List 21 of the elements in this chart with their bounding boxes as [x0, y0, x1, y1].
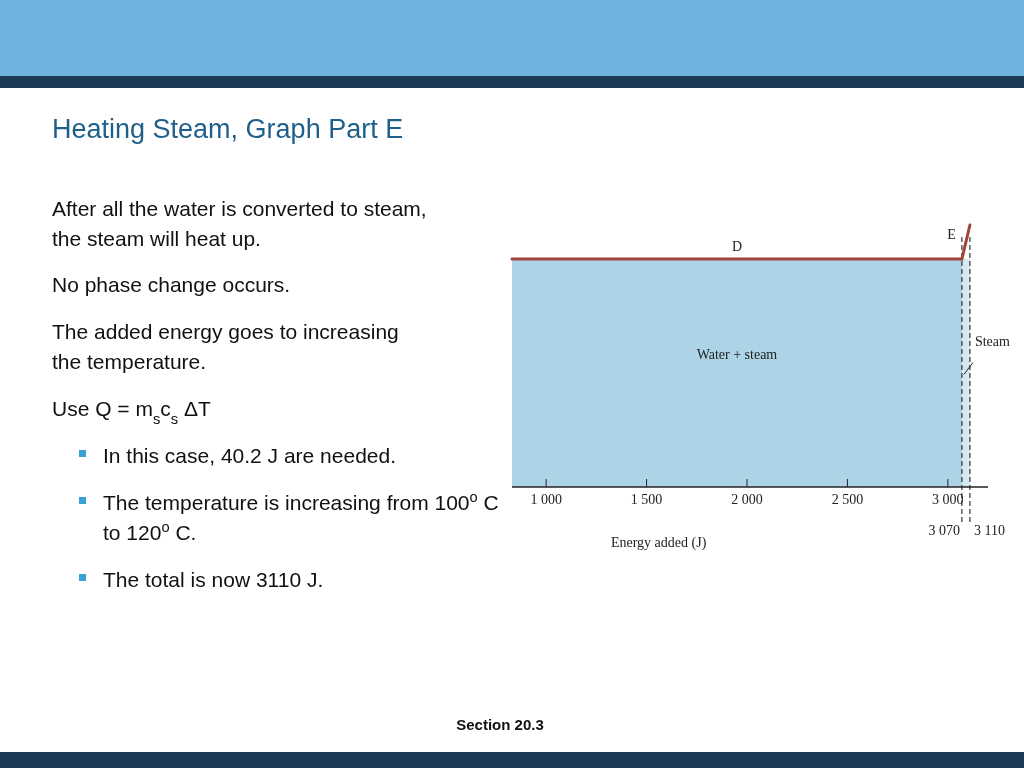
x-tick-label: 2 500: [831, 492, 864, 507]
x-tick-label: 1 000: [530, 492, 562, 507]
text: Use Q = m$_{s}$c$_{s}$ ΔT: [52, 397, 211, 427]
text: Heating Steam, Graph Part E: [52, 114, 404, 144]
band-label: Steam: [974, 334, 1011, 350]
annotation: Water + steam: [696, 346, 778, 362]
text: No phase change occurs.: [52, 273, 291, 296]
text: After all the water is converted to steam, the steam will heat up.: [52, 197, 427, 250]
text: The total is now 3110 J.: [103, 568, 324, 591]
text: Section 20.3: [456, 716, 544, 733]
series-label: D: [731, 239, 743, 255]
text: The temperature is increasing from 100$^{o}$ C to 120$^{o}$ C.: [103, 489, 499, 544]
ref-line-label: 3 070: [928, 523, 960, 538]
text: In this case, 40.2 J are needed.: [103, 444, 397, 467]
text: The added energy goes to increasing the temperature.: [52, 320, 399, 373]
x-axis-title: Energy added (J): [610, 535, 707, 551]
x-tick-label: 1 500: [630, 492, 663, 507]
x-tick-label: 3 000: [932, 492, 964, 507]
ref-line-label: 3 110: [973, 523, 1005, 538]
series-label: E: [947, 227, 956, 242]
x-tick-label: 2 000: [731, 492, 763, 507]
